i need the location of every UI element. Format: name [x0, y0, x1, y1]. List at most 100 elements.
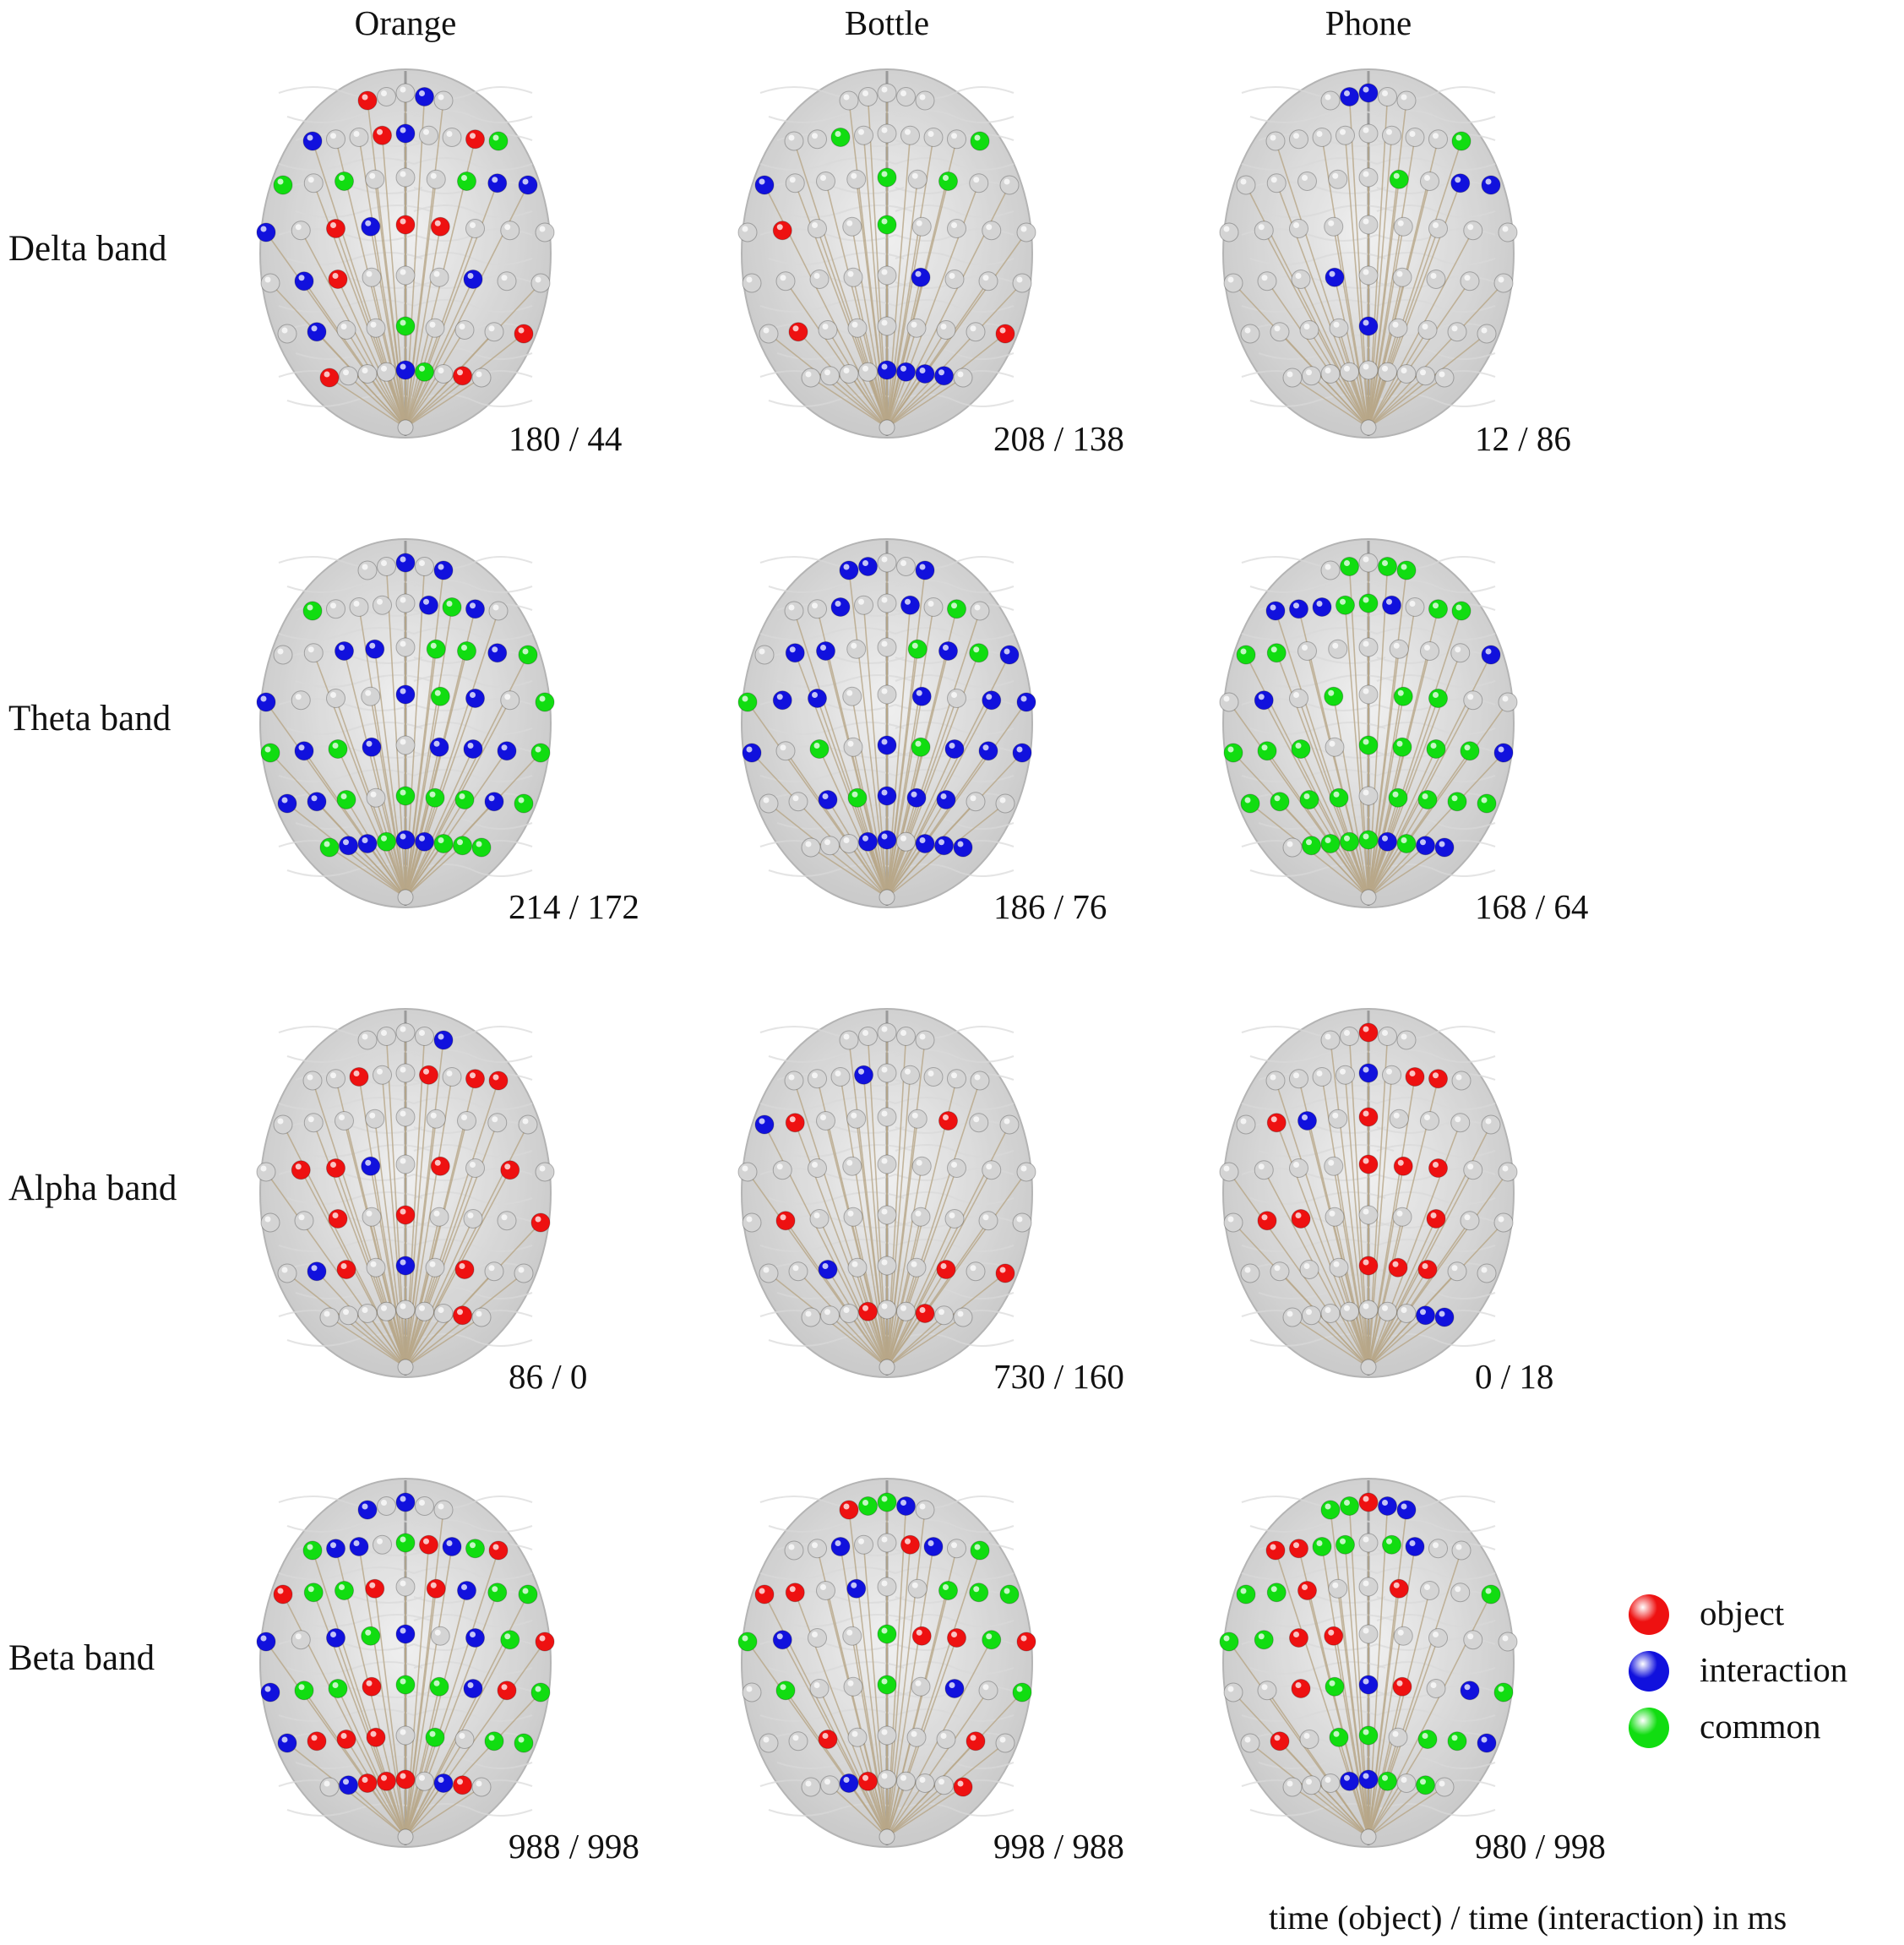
electrode-active — [530, 743, 551, 763]
electrode — [1328, 639, 1348, 659]
electrode-highlight — [951, 1162, 957, 1168]
electrode-dot — [969, 1113, 989, 1133]
brain-sulcus — [895, 1049, 1015, 1063]
electrode-highlight — [370, 1730, 377, 1737]
electrode-active — [938, 172, 958, 191]
electrode-highlight — [1363, 1110, 1369, 1117]
brain-sulcus — [1249, 1519, 1386, 1533]
brain-sulcus — [768, 1191, 905, 1205]
electrode — [362, 267, 382, 287]
electrode-dot — [395, 593, 416, 613]
electrode-active — [454, 1260, 475, 1279]
electrode-highlight — [1329, 740, 1336, 747]
electrode-highlight — [881, 127, 888, 133]
electrode-dot — [1240, 793, 1260, 814]
electrode — [1396, 364, 1417, 384]
connection-line — [405, 377, 482, 428]
electrode-dot — [1493, 273, 1514, 293]
electrode — [911, 216, 932, 237]
electrode-dot — [1396, 90, 1417, 111]
electrode — [900, 1065, 920, 1085]
electrode-highlight — [1363, 1678, 1369, 1685]
electrode-dot — [1358, 1725, 1379, 1746]
electrode-dot — [1463, 690, 1483, 711]
electrode-highlight — [298, 1214, 305, 1221]
electrode-highlight — [400, 127, 406, 133]
electrode-active — [395, 1624, 416, 1644]
connection-line — [886, 330, 947, 428]
electrode-highlight — [982, 1684, 989, 1691]
brain-sulcus — [1249, 1049, 1386, 1063]
electrode-active — [1434, 1307, 1455, 1327]
electrode-active — [303, 1583, 324, 1603]
brain-sulcus — [413, 252, 533, 265]
electrode-dot — [1434, 1777, 1455, 1797]
electrode-active — [1358, 593, 1379, 613]
electrode — [454, 1730, 475, 1749]
electrode — [1320, 1304, 1341, 1323]
brain-sulcus — [1249, 110, 1386, 123]
electrode-highlight — [1409, 601, 1416, 607]
electrode-highlight — [277, 1118, 284, 1125]
electrode — [820, 366, 840, 386]
electrode-highlight — [957, 371, 964, 378]
electrode-active — [839, 560, 859, 580]
electrode-highlight — [846, 689, 853, 696]
electrode-dot — [966, 792, 986, 812]
electrode — [1297, 172, 1317, 191]
electrode-dot — [1265, 131, 1286, 151]
electrode — [843, 267, 863, 287]
electrode-highlight — [501, 275, 508, 281]
electrode-highlight — [763, 327, 770, 334]
electrode-highlight — [1258, 1633, 1265, 1640]
electrode — [277, 1263, 297, 1283]
brain-sulcus — [895, 110, 1015, 123]
electrode — [907, 1109, 928, 1129]
electrode-active — [302, 601, 323, 621]
electrode-dot — [846, 639, 867, 659]
electrode — [877, 1533, 897, 1553]
electrode-highlight — [1363, 1208, 1369, 1215]
electrode-highlight — [1293, 222, 1299, 228]
electrode-active — [362, 737, 382, 757]
electrode-dot — [970, 1071, 990, 1091]
electrode-active — [877, 830, 897, 850]
electrode — [1493, 273, 1514, 293]
electrode-highlight — [911, 1112, 918, 1119]
electrode — [415, 1496, 434, 1516]
electrode-highlight — [1455, 1116, 1461, 1123]
electrode-dot — [1420, 172, 1439, 191]
electrode — [896, 1301, 916, 1321]
electrode-active — [999, 645, 1020, 665]
electrode-dot — [433, 560, 454, 580]
electrode-dot — [1289, 1539, 1308, 1559]
electrode — [1336, 125, 1355, 145]
electrode — [1320, 1773, 1341, 1793]
electrode-highlight — [911, 1582, 918, 1588]
brain-sulcus — [895, 1803, 1015, 1817]
electrode-highlight — [1270, 1544, 1276, 1550]
electrode-dot — [839, 364, 859, 384]
connection-line — [367, 843, 406, 898]
electrode-highlight — [400, 1026, 406, 1032]
electrode-dot — [915, 1304, 935, 1323]
electrode-dot — [426, 1109, 446, 1129]
electrode-dot — [365, 169, 385, 189]
electrode-dot — [907, 1109, 928, 1129]
electrode-dot — [978, 741, 998, 761]
electrode-highlight — [1293, 1632, 1299, 1637]
electrode-dot — [326, 689, 345, 708]
connection-line — [1368, 226, 1405, 428]
electrode-dot — [357, 560, 378, 580]
electrode-highlight — [1422, 324, 1428, 330]
electrode-dot — [339, 366, 358, 386]
electrode — [923, 128, 944, 147]
electrode-dot — [1451, 1071, 1472, 1091]
electrode-dot — [1382, 595, 1401, 615]
electrode — [339, 1305, 358, 1326]
electrode-highlight — [881, 556, 888, 563]
electrode-highlight — [847, 1680, 854, 1686]
electrode-highlight — [522, 1118, 529, 1125]
brain-sulcus — [1258, 275, 1395, 289]
electrode — [742, 1212, 762, 1233]
